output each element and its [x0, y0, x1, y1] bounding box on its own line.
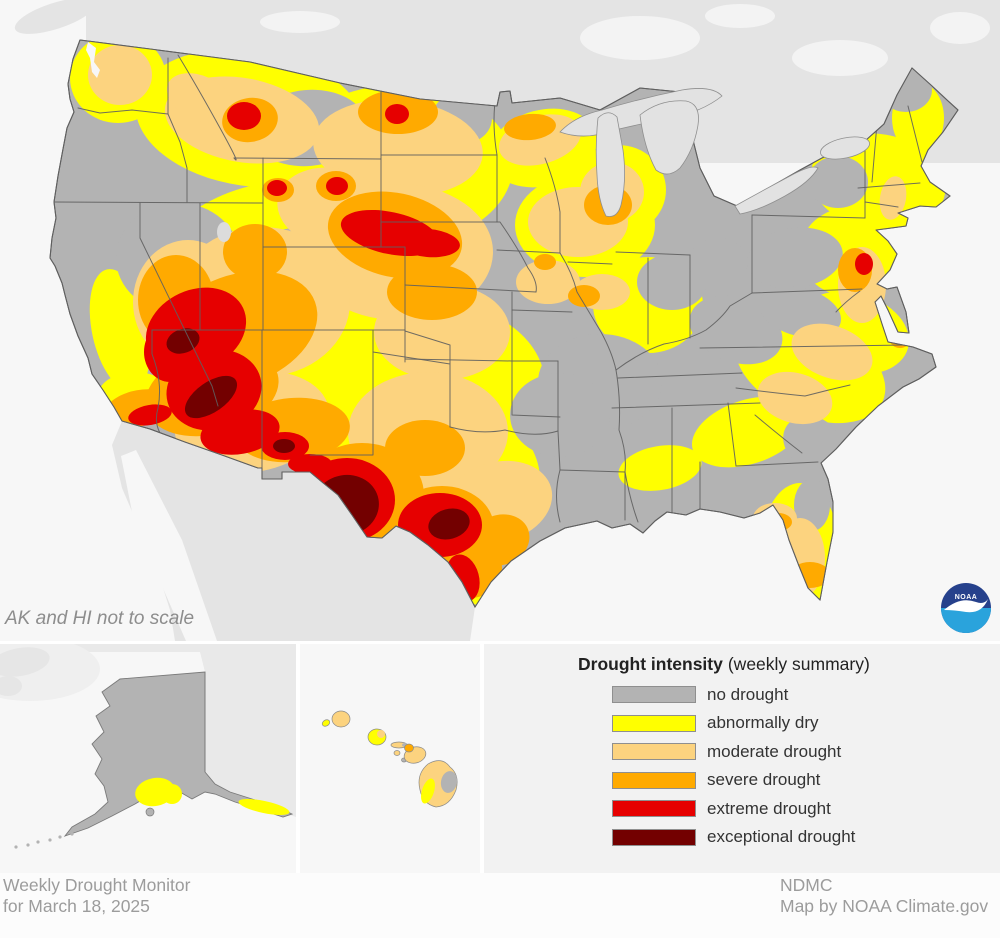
legend-label: extreme drought [707, 798, 831, 818]
legend-swatch [612, 714, 696, 732]
legend-title: Drought intensity (weekly summary) [578, 654, 870, 675]
legend-swatch [612, 686, 696, 703]
legend-list: no drought abnormally dry moderate droug… [612, 684, 856, 857]
legend-label: severe drought [707, 770, 821, 789]
alaska-inset-map [0, 637, 296, 873]
legend-item: abnormally dry [612, 713, 855, 732]
footer-left: Weekly Drought Monitor for March 18, 202… [3, 875, 190, 917]
legend-item: no drought [612, 684, 855, 704]
legend-label: moderate drought [707, 741, 842, 761]
alaska-inset-svg [0, 637, 296, 873]
legend-item: extreme drought [612, 798, 855, 818]
hawaii-inset-svg [300, 644, 480, 873]
mexico-landmass [112, 421, 475, 641]
footer-title: Weekly Drought Monitor [3, 875, 191, 895]
conus-map-svg: NOAA [14, 0, 1000, 641]
legend-item: severe drought [612, 770, 855, 789]
legend-item: moderate drought [612, 741, 855, 761]
legend-title-normal: (weekly summary) [727, 654, 870, 674]
noaa-logo: NOAA [941, 583, 991, 633]
legend-swatch [612, 743, 696, 760]
footer: Weekly Drought Monitor for March 18, 202… [0, 873, 1000, 938]
conus-map: NOAA AK and HI not to scale [5, 0, 1000, 641]
noaa-logo-text: NOAA [955, 594, 978, 601]
footer-date: for March 18, 2025 [3, 896, 150, 916]
legend-label: no drought [707, 684, 789, 704]
hawaii-inset-map [300, 644, 480, 873]
great-lakes [86, 42, 870, 242]
footer-credit: Map by NOAA Climate.gov [780, 896, 989, 916]
legend-swatch [612, 800, 696, 817]
legend-title-bold: Drought intensity [578, 654, 723, 674]
legend-panel: Drought intensity (weekly summary) no dro… [484, 644, 1000, 873]
scale-note: AK and HI not to scale [5, 608, 195, 629]
footer-source: NDMC [780, 875, 833, 895]
drought-intensity-layers [70, 40, 946, 607]
legend-label: abnormally dry [707, 713, 819, 732]
legend-swatch [612, 771, 696, 789]
legend-swatch [612, 828, 696, 846]
legend-label: exceptional drought [707, 827, 856, 846]
us-outline [49, 39, 959, 608]
legend-item: exceptional drought [612, 827, 856, 846]
footer-right: NDMC Map by NOAA Climate.gov [780, 875, 988, 917]
